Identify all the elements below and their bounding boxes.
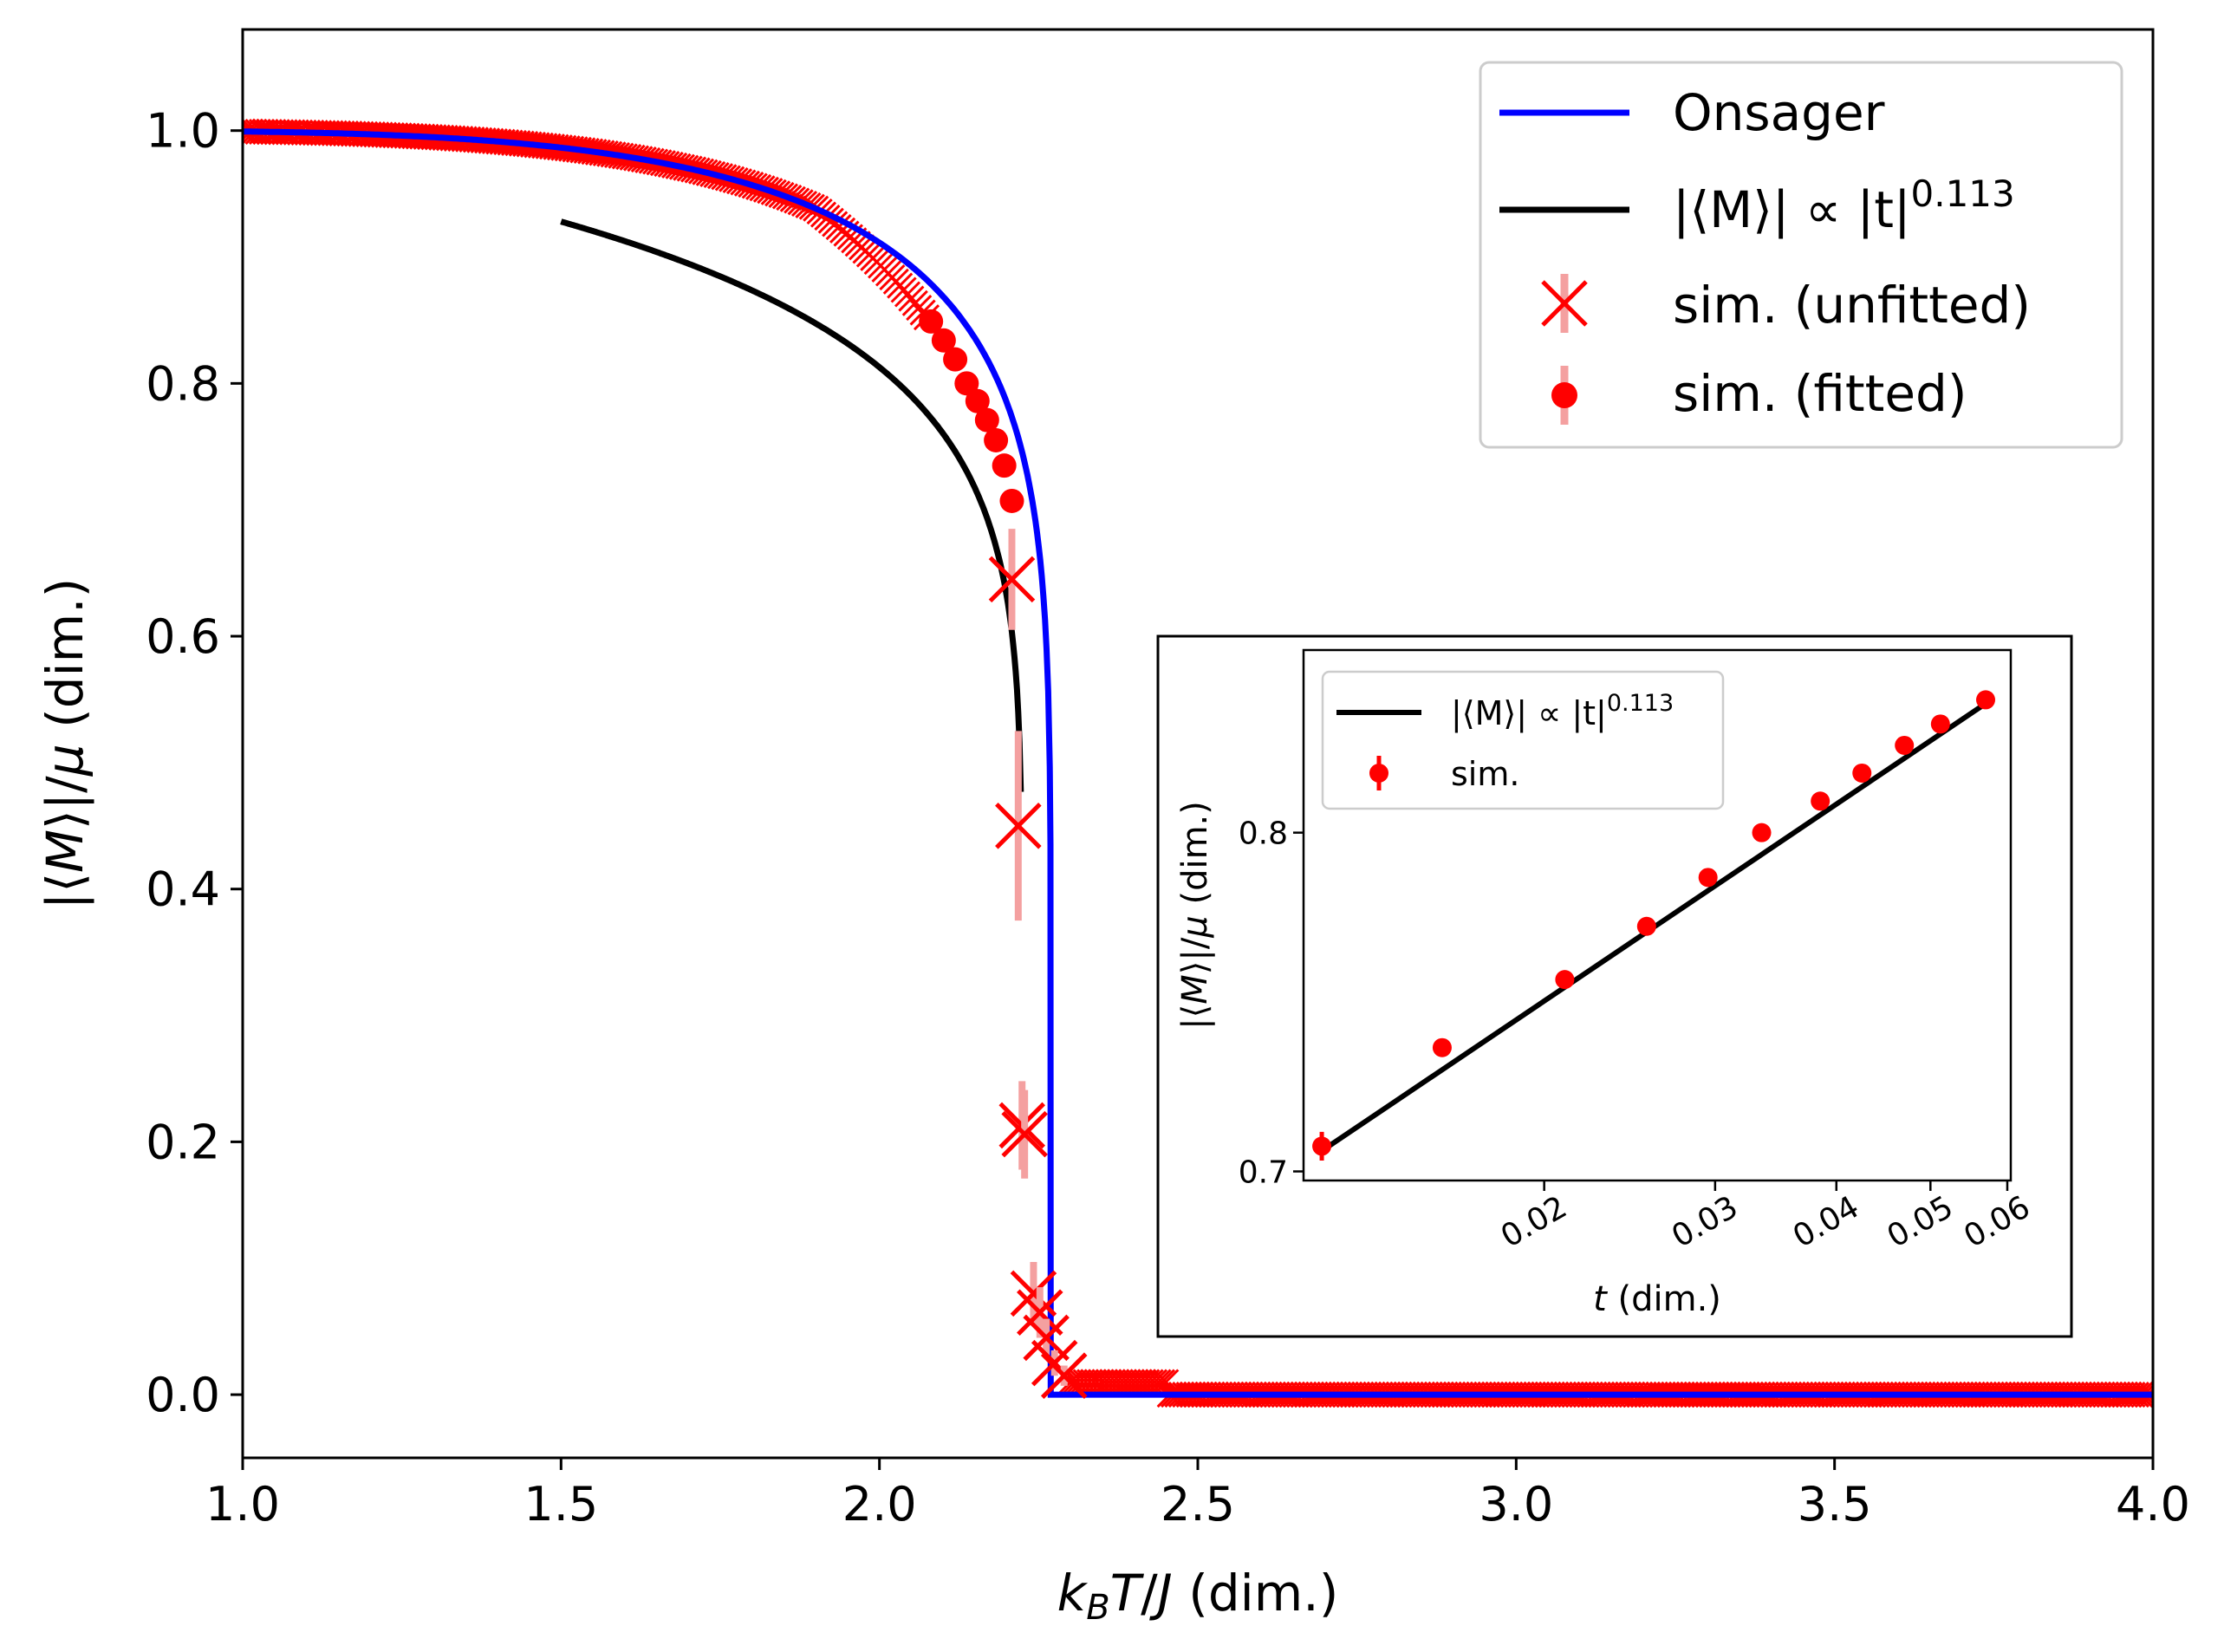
inset-plot-frame (1302, 648, 2013, 1182)
inset-legend-sim-swatch (1369, 756, 1388, 790)
sim-unfitted-marker (1031, 1339, 1078, 1387)
inset-y-tick-label: 0.7 (1239, 1155, 1288, 1191)
inset-sim-point (1698, 868, 1718, 888)
main-y-tick-label: 0.4 (146, 862, 220, 917)
legend-power-law-prefix: |⟨M⟩| ∝ |t| (1673, 180, 1911, 239)
sim-unfitted-marker (1023, 1314, 1070, 1362)
legend-power-law-label: |⟨M⟩| ∝ |t|0.113 (1673, 172, 2015, 239)
main-legend: Onsager |⟨M⟩| ∝ |t|0.113 sim. (unfitted)… (1479, 61, 2123, 449)
inset-sim-point (1432, 1037, 1452, 1057)
sim-fitted-point (943, 347, 968, 372)
inset-legend-sim-label: sim. (1451, 755, 1519, 793)
sim-fitted-point (965, 388, 990, 413)
onsager-curve (243, 128, 2153, 1398)
sim-unfitted-marker (988, 556, 1036, 603)
inset-legend-power-law-exponent: 0.113 (1607, 690, 1674, 717)
inset-y-axis-label: |⟨M⟩|/μ (dim.) (1175, 801, 1215, 1030)
power-law-curve (560, 218, 1024, 792)
inset-sim-point (1852, 763, 1872, 783)
sim-fitted-point (919, 309, 944, 334)
sim-fitted-series (919, 309, 1024, 513)
inset-x-axis-label: t (dim.) (1593, 1279, 1721, 1319)
main-y-tick-label: 0.6 (146, 609, 220, 664)
sim-fitted-point (999, 488, 1024, 513)
legend-fitted-label: sim. (fitted) (1673, 364, 1967, 423)
sim-fitted-point (931, 328, 956, 353)
inset-sim-point (1752, 823, 1772, 842)
main-y-tick-label: 0.0 (146, 1368, 220, 1422)
legend-onsager-label: Onsager (1673, 83, 1885, 142)
main-x-tick-label: 2.0 (842, 1477, 917, 1532)
sim-fitted-point (984, 427, 1009, 452)
inset-legend: |⟨M⟩| ∝ |t|0.113 sim. (1321, 670, 1725, 810)
inset-sim-point (1312, 1136, 1332, 1156)
main-x-tick-label: 1.0 (205, 1477, 280, 1532)
inset-sim-point (1636, 916, 1656, 936)
inset-legend-power-law-prefix: |⟨M⟩| ∝ |t| (1451, 694, 1607, 733)
main-y-tick-label: 0.2 (146, 1115, 220, 1169)
legend-unfitted-swatch (1541, 274, 1588, 333)
main-x-tick-label: 3.5 (1798, 1477, 1872, 1532)
main-y-axis-label: |⟨M⟩|/μ (dim.) (36, 578, 94, 909)
inset-power-law-line (1320, 696, 1995, 1154)
sim-fitted-point (954, 371, 979, 396)
main-x-axis-label: kBT/J (dim.) (1057, 1564, 1339, 1628)
inset-sim-point (1895, 735, 1915, 755)
sim-unfitted-marker (1040, 1352, 1088, 1399)
main-x-tick-label: 4.0 (2116, 1477, 2190, 1532)
sim-fitted-point (974, 407, 999, 433)
main-x-tick-label: 2.5 (1161, 1477, 1235, 1532)
sim-unfitted-marker (1001, 1110, 1048, 1158)
inset-sim-series (1312, 690, 1996, 1161)
inset-sim-point (1555, 970, 1575, 990)
main-y-tick-label: 1.0 (146, 104, 220, 159)
main-y-tick-label: 0.8 (146, 356, 220, 411)
inset-y-tick-label: 0.8 (1239, 816, 1288, 852)
main-x-tick-label: 3.0 (1479, 1477, 1553, 1532)
main-x-tick-label: 1.5 (523, 1477, 598, 1532)
inset-y-axis: 0.7 0.8 (1239, 816, 1304, 1191)
legend-power-law-exponent: 0.113 (1911, 172, 2015, 215)
sim-fitted-point (992, 453, 1017, 478)
sim-unfitted-series (988, 529, 1088, 1399)
legend-fitted-swatch (1551, 366, 1577, 425)
legend-unfitted-label: sim. (unfitted) (1673, 276, 2031, 335)
main-y-axis: 0.0 0.2 0.4 0.6 0.8 1.0 (146, 104, 243, 1422)
inset-sim-point (1811, 791, 1831, 811)
main-x-axis: 1.0 1.5 2.0 2.5 3.0 3.5 4.0 (205, 1458, 2190, 1532)
inset-sim-point (1930, 714, 1950, 734)
inset-legend-power-law-label: |⟨M⟩| ∝ |t|0.113 (1451, 690, 1674, 733)
main-plot-area (243, 118, 2153, 1408)
sim-unfitted-marker (1010, 1270, 1057, 1317)
inset-sim-point (1976, 690, 1996, 710)
sim-unfitted-marker (995, 803, 1042, 849)
inset-plot-area (1312, 690, 1996, 1161)
